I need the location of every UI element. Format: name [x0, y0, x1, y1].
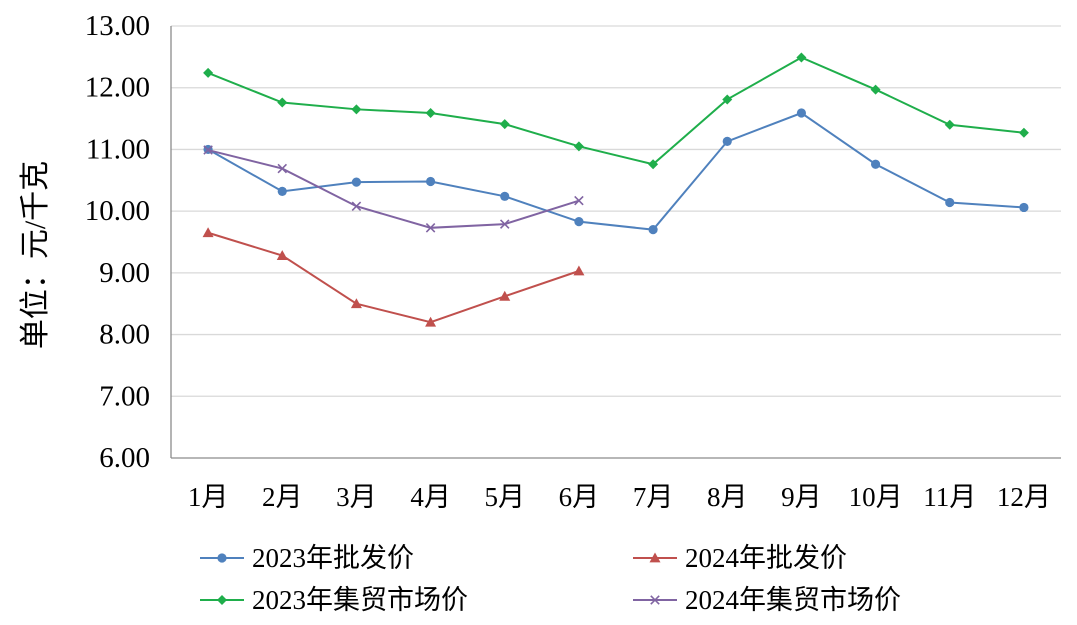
series-1 — [203, 108, 1029, 235]
x-tick-label: 7月 — [633, 482, 674, 512]
point-marker — [217, 553, 227, 563]
legend: 2023年批发价 2024年批发价 2023年集贸市场价 2024年集贸市场价 — [200, 543, 901, 615]
x-tick-label: 5月 — [485, 482, 526, 512]
point-marker-stroke — [650, 595, 660, 605]
point-marker — [722, 94, 733, 105]
legend-entry: 2024年集贸市场价 — [633, 585, 901, 615]
point-marker — [650, 595, 660, 605]
y-tick-label: 13.00 — [85, 10, 150, 42]
point-marker — [573, 265, 585, 276]
y-tick-label: 10.00 — [85, 195, 150, 227]
point-marker-stroke — [203, 145, 213, 155]
point-marker-stroke — [425, 223, 436, 233]
point-marker — [425, 223, 436, 233]
point-marker-stroke — [351, 201, 362, 211]
point-marker — [1019, 202, 1029, 213]
point-marker — [499, 290, 511, 301]
y-tick-label: 6.00 — [99, 442, 150, 474]
point-marker — [796, 52, 807, 63]
x-tick-label: 2月 — [262, 482, 303, 512]
point-marker — [351, 201, 362, 211]
series-line — [207, 111, 1024, 231]
point-marker — [425, 176, 436, 187]
x-tick-label: 11月 — [923, 482, 976, 512]
legend-entry: 2024年批发价 — [633, 543, 847, 573]
point-marker — [425, 108, 436, 119]
point-marker-stroke — [574, 195, 584, 206]
y-tick-label: 8.00 — [99, 319, 150, 351]
legend-label: 2024年集贸市场价 — [685, 585, 901, 615]
point-marker — [203, 67, 214, 78]
legend-entry: 2023年批发价 — [200, 543, 414, 573]
point-marker — [351, 104, 362, 115]
point-marker — [425, 316, 437, 327]
y-axis-label: 单位：元/千克 — [19, 161, 52, 349]
axes: 6.00 7.00 8.00 9.00 10.00 11.00 12.00 13.00 1月 2月… — [85, 10, 1061, 512]
point-marker — [573, 141, 584, 152]
point-marker — [217, 595, 227, 605]
y-tick-label: 11.00 — [86, 133, 150, 165]
point-marker — [945, 197, 955, 208]
x-tick-label: 9月 — [781, 482, 822, 512]
x-tick-label: 10月 — [849, 482, 903, 512]
point-marker — [649, 552, 661, 563]
series-2 — [202, 227, 585, 327]
point-marker-stroke — [277, 163, 288, 174]
x-tick-label: 4月 — [410, 482, 451, 512]
series-line — [207, 56, 1025, 166]
point-marker — [202, 227, 214, 238]
x-tick-label: 1月 — [188, 482, 229, 512]
point-marker — [277, 163, 288, 174]
point-marker — [574, 195, 584, 206]
legend-label: 2024年批发价 — [685, 543, 847, 573]
x-tick-label: 6月 — [559, 482, 600, 512]
series-line — [207, 149, 580, 229]
point-marker — [277, 97, 288, 108]
point-marker — [574, 217, 584, 227]
series-4 — [203, 145, 584, 233]
series-lines — [202, 52, 1029, 327]
gridlines — [171, 25, 1061, 397]
y-tick-label: 9.00 — [99, 257, 150, 289]
point-marker — [499, 219, 510, 229]
point-marker — [277, 186, 287, 196]
point-marker — [648, 225, 658, 235]
point-marker — [944, 119, 955, 130]
y-tick-label: 7.00 — [99, 380, 150, 412]
point-marker — [796, 108, 807, 118]
point-marker — [276, 250, 288, 260]
point-marker-stroke — [499, 219, 510, 229]
series-3 — [203, 52, 1029, 170]
y-tick-label: 12.00 — [85, 72, 150, 104]
point-marker — [870, 159, 881, 169]
x-tick-label: 8月 — [707, 482, 748, 512]
x-tick-label: 3月 — [336, 482, 377, 512]
legend-label: 2023年批发价 — [252, 543, 414, 573]
series-line — [207, 231, 580, 324]
point-marker — [648, 159, 659, 170]
point-marker — [1018, 127, 1029, 138]
point-marker — [870, 84, 881, 95]
point-marker — [203, 145, 213, 155]
point-marker — [500, 191, 510, 201]
legend-entry: 2023年集贸市场价 — [200, 585, 468, 615]
point-marker — [350, 298, 362, 309]
legend-label: 2023年集贸市场价 — [252, 585, 468, 615]
point-marker — [351, 177, 362, 187]
point-marker — [722, 136, 732, 147]
x-tick-label: 12月 — [997, 482, 1051, 512]
point-marker — [499, 119, 510, 130]
